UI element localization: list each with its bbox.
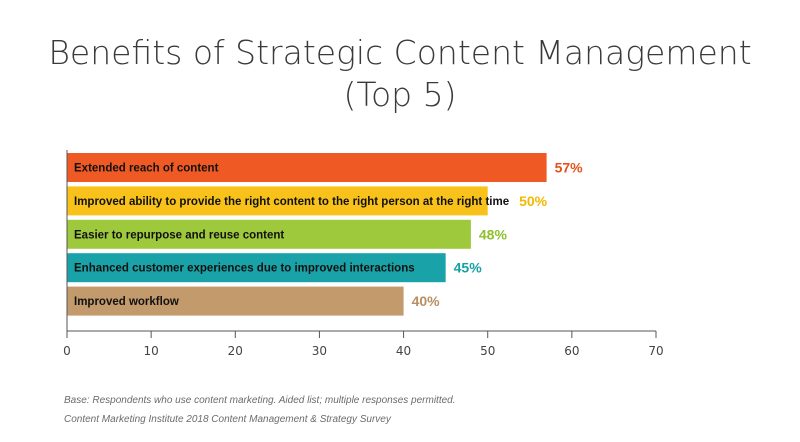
bar bbox=[67, 153, 547, 182]
x-tick-label: 30 bbox=[312, 344, 327, 358]
value-label: 50% bbox=[519, 193, 548, 209]
footnote-base: Base: Respondents who use content market… bbox=[64, 395, 456, 406]
value-label: 45% bbox=[454, 260, 483, 276]
footnote-source: Content Marketing Institute 2018 Content… bbox=[64, 414, 391, 425]
x-tick-label: 70 bbox=[648, 344, 663, 358]
x-tick-label: 20 bbox=[228, 344, 243, 358]
x-axis: 0 10 20 30 40 50 60 70 bbox=[63, 150, 664, 358]
x-tick-label: 10 bbox=[144, 344, 159, 358]
x-tick-label: 60 bbox=[564, 344, 579, 358]
chart-subtitle: (Top 5) bbox=[343, 75, 457, 114]
bar bbox=[67, 186, 488, 216]
category-label: Enhanced customer experiences due to imp… bbox=[74, 263, 415, 275]
category-label: Improved workflow bbox=[74, 296, 179, 308]
value-label: 48% bbox=[479, 226, 508, 242]
x-tick-label: 0 bbox=[63, 344, 71, 358]
chart-title-block: Benefits of Strategic Content Management… bbox=[0, 32, 800, 116]
x-tick-label: 50 bbox=[480, 344, 495, 358]
category-label: Extended reach of content bbox=[74, 163, 219, 175]
bar bbox=[67, 253, 446, 283]
x-tick-label: 40 bbox=[396, 344, 411, 358]
bar bbox=[67, 286, 404, 316]
value-label: 40% bbox=[412, 293, 441, 309]
category-label: Improved ability to provide the right co… bbox=[74, 196, 509, 208]
chart-title: Benefits of Strategic Content Management bbox=[48, 33, 752, 72]
value-label: 57% bbox=[555, 160, 584, 176]
bars-group: Extended reach of content 57% Improved abi… bbox=[67, 153, 583, 316]
category-label: Easier to repurpose and reuse content bbox=[74, 229, 284, 241]
bar bbox=[67, 219, 471, 249]
